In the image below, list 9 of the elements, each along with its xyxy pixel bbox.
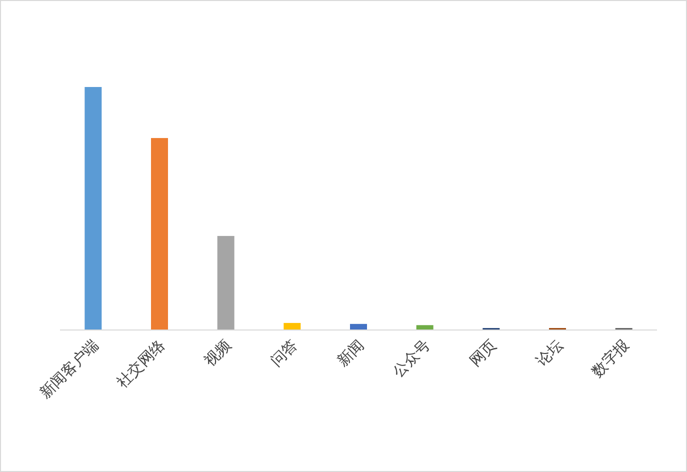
x-tick-label: 数字报 [588, 336, 633, 381]
x-tick-label: 公众号 [390, 336, 434, 381]
x-tick-label: 新闻 [334, 336, 368, 370]
x-tick-label: 网页 [467, 338, 500, 370]
x-tick-label: 新闻客户端 [36, 336, 102, 402]
x-tick-label: 视频 [201, 336, 235, 370]
x-tick-label: 论坛 [533, 336, 566, 370]
x-tick-label: 问答 [268, 336, 301, 370]
x-tick-label: 社交网络 [114, 336, 168, 392]
